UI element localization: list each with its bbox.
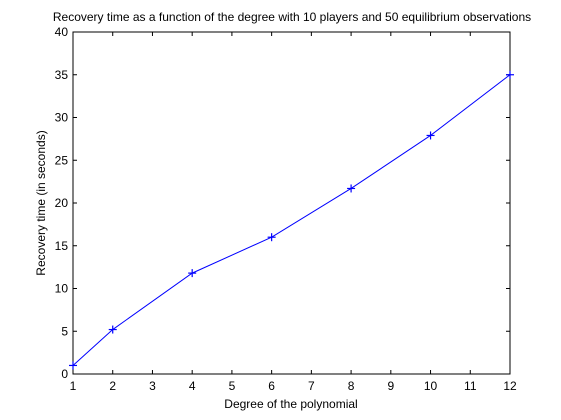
data-point-marker [347, 184, 356, 193]
data-point-marker [267, 233, 276, 242]
x-tick-label: 2 [109, 379, 116, 393]
y-tick-label: 0 [61, 367, 68, 381]
data-point-marker [108, 325, 117, 334]
y-tick-label: 5 [61, 324, 68, 338]
x-axis-label: Degree of the polynomial [224, 397, 357, 411]
y-tick-label: 40 [55, 25, 69, 39]
x-tick-label: 11 [464, 379, 477, 393]
x-tick-label: 9 [387, 379, 394, 393]
series-layer [69, 70, 514, 370]
x-tick-label: 12 [503, 379, 517, 393]
x-tick-label: 6 [268, 379, 275, 393]
y-tick-label: 35 [55, 68, 69, 82]
x-tick-label: 8 [348, 379, 355, 393]
data-point-marker [69, 361, 77, 370]
y-axis-label: Recovery time (in seconds) [34, 130, 48, 275]
data-point-marker [188, 269, 197, 278]
x-tick-label: 1 [70, 379, 77, 393]
y-tick-label: 15 [55, 239, 69, 253]
data-point-marker [506, 70, 514, 79]
data-point-marker [426, 131, 435, 140]
x-axis: 1 2 3 4 5 6 7 8 9 10 11 12 [70, 32, 517, 393]
y-tick-label: 25 [55, 153, 69, 167]
x-tick-label: 10 [424, 379, 438, 393]
y-tick-label: 20 [55, 196, 69, 210]
plot-area [72, 31, 511, 375]
x-tick-label: 7 [308, 379, 315, 393]
x-tick-label: 3 [149, 379, 156, 393]
axes-box [72, 31, 511, 375]
x-tick-label: 5 [229, 379, 236, 393]
y-axis: 0 5 10 15 20 25 30 35 40 [55, 25, 510, 381]
y-tick-label: 10 [55, 282, 69, 296]
x-tick-label: 4 [189, 379, 196, 393]
y-tick-label: 30 [55, 111, 69, 125]
chart-title: Recovery time as a function of the degre… [53, 10, 531, 24]
